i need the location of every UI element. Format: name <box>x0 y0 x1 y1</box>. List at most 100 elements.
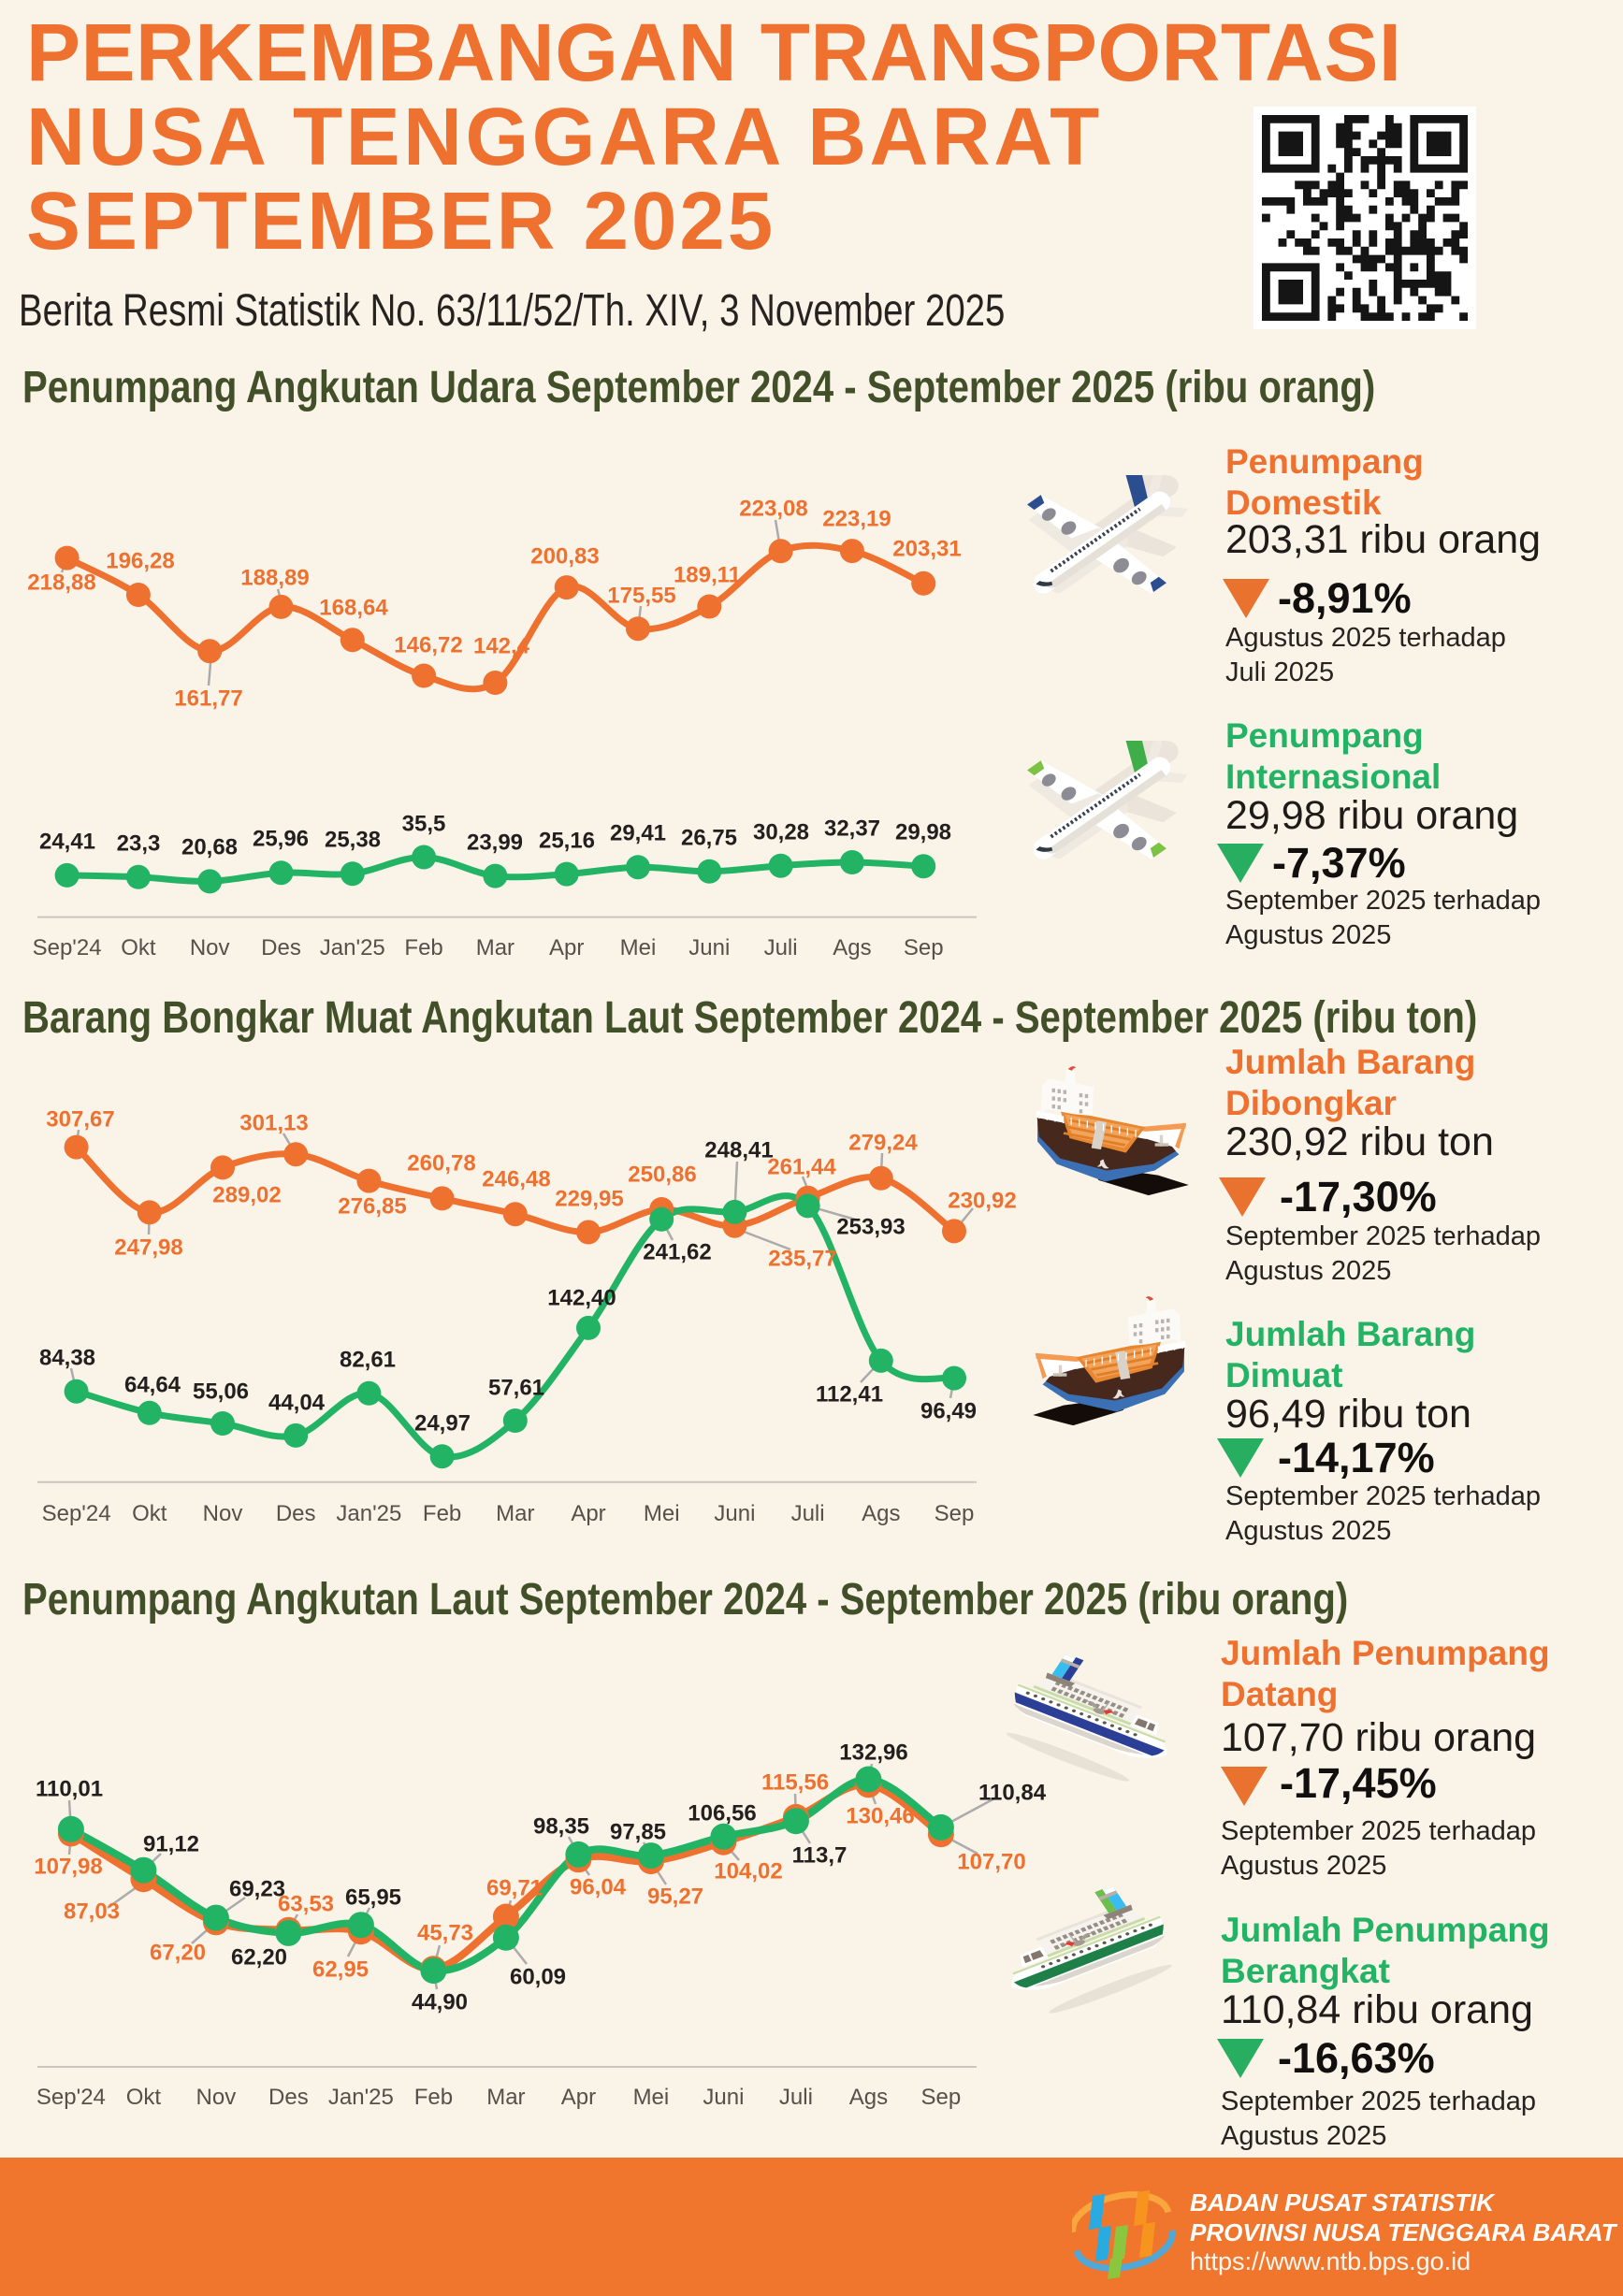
svg-text:82,61: 82,61 <box>340 1348 396 1373</box>
svg-text:132,96: 132,96 <box>839 1740 907 1766</box>
svg-text:64,64: 64,64 <box>124 1373 181 1398</box>
svg-text:Mei: Mei <box>633 2085 670 2110</box>
svg-text:110,84: 110,84 <box>978 1781 1047 1806</box>
svg-text:Mei: Mei <box>620 935 657 960</box>
svg-text:Des: Des <box>276 1501 316 1526</box>
svg-text:Apr: Apr <box>561 2085 596 2110</box>
svg-text:84,38: 84,38 <box>39 1346 95 1371</box>
svg-text:Juni: Juni <box>688 935 730 960</box>
svg-text:25,96: 25,96 <box>253 827 309 852</box>
svg-text:Sep'24: Sep'24 <box>42 1501 111 1526</box>
svg-text:106,56: 106,56 <box>688 1801 756 1827</box>
svg-text:Okt: Okt <box>121 935 156 960</box>
svg-text:253,93: 253,93 <box>836 1215 905 1240</box>
svg-text:60,09: 60,09 <box>510 1965 566 1990</box>
svg-text:112,41: 112,41 <box>816 1382 883 1408</box>
svg-text:20,68: 20,68 <box>181 835 238 860</box>
svg-text:104,02: 104,02 <box>714 1859 782 1884</box>
svg-text:Juli: Juli <box>764 935 798 960</box>
svg-text:250,86: 250,86 <box>628 1162 696 1188</box>
svg-text:Juli: Juli <box>791 1501 825 1526</box>
svg-text:32,37: 32,37 <box>824 816 880 842</box>
svg-text:260,78: 260,78 <box>407 1151 475 1177</box>
svg-text:203,31: 203,31 <box>892 537 961 562</box>
svg-text:Nov: Nov <box>196 2085 237 2110</box>
svg-text:Apr: Apr <box>571 1501 605 1526</box>
svg-text:200,83: 200,83 <box>530 544 599 570</box>
svg-text:Feb: Feb <box>404 935 442 960</box>
svg-text:25,16: 25,16 <box>539 829 595 854</box>
svg-text:Jan'25: Jan'25 <box>328 2085 394 2110</box>
svg-text:Nov: Nov <box>190 935 230 960</box>
svg-text:24,41: 24,41 <box>39 830 95 855</box>
svg-text:107,70: 107,70 <box>957 1850 1025 1875</box>
svg-text:24,97: 24,97 <box>414 1411 471 1437</box>
svg-text:196,28: 196,28 <box>106 549 174 574</box>
svg-text:95,27: 95,27 <box>647 1884 703 1910</box>
svg-text:146,72: 146,72 <box>394 633 462 658</box>
svg-text:Sep'24: Sep'24 <box>33 935 102 960</box>
svg-text:Jan'25: Jan'25 <box>336 1501 401 1526</box>
svg-text:130,46: 130,46 <box>846 1804 914 1829</box>
svg-text:Ags: Ags <box>862 1501 900 1526</box>
svg-text:87,03: 87,03 <box>64 1899 120 1925</box>
svg-text:23,99: 23,99 <box>467 830 523 856</box>
svg-text:Juni: Juni <box>703 2085 744 2110</box>
svg-text:289,02: 289,02 <box>212 1183 281 1208</box>
svg-text:246,48: 246,48 <box>482 1167 550 1192</box>
svg-text:35,5: 35,5 <box>402 812 446 837</box>
svg-text:Feb: Feb <box>423 1501 461 1526</box>
svg-text:279,24: 279,24 <box>848 1131 918 1156</box>
svg-text:Nov: Nov <box>203 1501 243 1526</box>
svg-text:Juli: Juli <box>779 2085 813 2110</box>
svg-text:96,49: 96,49 <box>920 1399 977 1424</box>
svg-text:Sep: Sep <box>904 935 944 960</box>
svg-text:Okt: Okt <box>126 2085 162 2110</box>
svg-text:Sep: Sep <box>921 2085 962 2110</box>
svg-text:218,88: 218,88 <box>27 570 95 596</box>
svg-text:Mar: Mar <box>496 1501 534 1526</box>
svg-text:301,13: 301,13 <box>239 1111 308 1136</box>
svg-text:Okt: Okt <box>132 1501 167 1526</box>
svg-text:142,4: 142,4 <box>473 634 530 659</box>
svg-text:307,67: 307,67 <box>46 1107 114 1133</box>
svg-text:161,77: 161,77 <box>174 686 242 712</box>
svg-text:223,08: 223,08 <box>739 497 807 522</box>
svg-text:96,04: 96,04 <box>570 1875 627 1900</box>
svg-text:142,40: 142,40 <box>547 1286 616 1311</box>
svg-text:235,77: 235,77 <box>768 1247 836 1272</box>
svg-text:Ags: Ags <box>833 935 871 960</box>
svg-text:23,3: 23,3 <box>117 831 161 857</box>
svg-text:29,41: 29,41 <box>610 821 666 846</box>
svg-text:188,89: 188,89 <box>240 566 309 591</box>
svg-text:Des: Des <box>261 935 301 960</box>
svg-text:62,20: 62,20 <box>231 1945 287 1971</box>
svg-text:115,56: 115,56 <box>761 1770 829 1796</box>
svg-text:25,38: 25,38 <box>325 828 381 853</box>
svg-text:26,75: 26,75 <box>681 826 737 851</box>
svg-text:55,06: 55,06 <box>193 1379 249 1405</box>
svg-text:Mar: Mar <box>476 935 514 960</box>
svg-text:189,11: 189,11 <box>674 563 741 588</box>
svg-text:Ags: Ags <box>849 2085 888 2110</box>
svg-text:Apr: Apr <box>549 935 584 960</box>
svg-text:57,61: 57,61 <box>488 1376 544 1401</box>
svg-text:229,95: 229,95 <box>555 1187 623 1212</box>
svg-text:Juni: Juni <box>714 1501 755 1526</box>
svg-text:110,01: 110,01 <box>36 1777 103 1802</box>
svg-text:Feb: Feb <box>414 2085 453 2110</box>
svg-text:29,98: 29,98 <box>895 820 951 845</box>
svg-text:62,95: 62,95 <box>312 1957 369 1983</box>
svg-text:248,41: 248,41 <box>704 1138 773 1163</box>
svg-text:45,73: 45,73 <box>417 1921 473 1946</box>
svg-text:276,85: 276,85 <box>338 1194 406 1220</box>
svg-text:65,95: 65,95 <box>345 1885 401 1911</box>
svg-text:91,12: 91,12 <box>143 1832 199 1857</box>
svg-text:98,35: 98,35 <box>533 1814 589 1840</box>
svg-text:69,23: 69,23 <box>229 1877 285 1902</box>
svg-text:63,53: 63,53 <box>278 1892 334 1917</box>
svg-text:97,85: 97,85 <box>610 1820 666 1845</box>
svg-text:44,04: 44,04 <box>268 1391 326 1416</box>
svg-text:175,55: 175,55 <box>607 584 675 609</box>
svg-text:Mei: Mei <box>644 1501 680 1526</box>
